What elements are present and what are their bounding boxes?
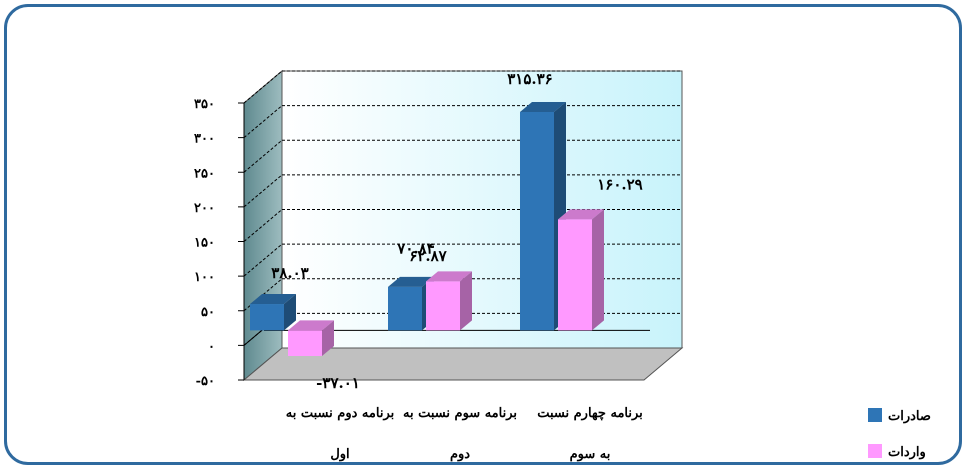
bar-front xyxy=(426,281,460,331)
bar-واردات-1 xyxy=(426,271,472,331)
bar-front xyxy=(558,219,592,331)
bar-صادرات-0 xyxy=(250,294,296,331)
data-label: ۱۶۰.۲۹ xyxy=(597,175,643,193)
data-label: ۳۱۵.۳۶ xyxy=(507,70,553,88)
y-tick-label: ۰ xyxy=(208,339,215,354)
legend: صادرات واردات xyxy=(868,408,931,460)
bar-side xyxy=(284,294,296,331)
bar-top xyxy=(250,294,296,305)
bar-واردات-2 xyxy=(558,209,604,331)
bar-side xyxy=(460,271,472,331)
bar-side xyxy=(322,320,334,357)
y-tick-label: ۳۰۰ xyxy=(194,132,215,147)
gridline xyxy=(243,209,283,242)
y-tick-label: ۲۵۰ xyxy=(194,166,215,181)
gridline xyxy=(243,243,283,277)
bar-top xyxy=(426,271,472,282)
data-label: ۶۲.۸۷ xyxy=(409,247,447,265)
category-label: اول xyxy=(330,447,349,462)
data-label: -۳۷.۰۱ xyxy=(316,374,360,392)
y-tick-label: ۲۰۰ xyxy=(194,201,215,216)
gridline xyxy=(243,174,283,208)
category-label: دوم xyxy=(450,447,470,462)
data-label: ۷۰.۸۴ xyxy=(396,239,434,257)
floor xyxy=(242,347,684,381)
legend-swatch xyxy=(868,444,882,458)
bar-top xyxy=(520,101,566,112)
y-tick-label: ۱۰۰ xyxy=(194,270,215,285)
category-label: برنامه سوم نسبت به xyxy=(403,406,517,421)
gridline xyxy=(243,278,283,312)
legend-label: واردات xyxy=(888,445,926,460)
gridline xyxy=(243,139,283,173)
bar-side xyxy=(592,209,604,331)
bar-واردات-0 xyxy=(288,320,334,357)
chart-frame xyxy=(4,4,962,465)
side-wall xyxy=(243,69,283,382)
category-label: برنامه دوم نسبت به xyxy=(286,406,395,421)
gridline xyxy=(243,105,283,139)
category-label: برنامه چهارم نسبت xyxy=(537,406,643,421)
data-label: ۳۸.۰۳ xyxy=(271,264,308,282)
bar-top xyxy=(288,320,334,331)
gridline xyxy=(243,70,283,104)
bar-top xyxy=(388,276,434,287)
y-tick-label: ۳۵۰ xyxy=(194,97,215,112)
legend-label: صادرات xyxy=(888,409,931,424)
bar-top xyxy=(558,209,604,220)
y-tick-label: -۵۰ xyxy=(196,374,215,389)
category-label: به سوم xyxy=(570,447,611,462)
bar-front xyxy=(288,330,322,357)
bar-front xyxy=(250,304,284,331)
y-tick-label: ۱۵۰ xyxy=(194,236,215,251)
bar-front xyxy=(520,111,554,331)
y-tick-label: ۵۰ xyxy=(201,305,215,320)
legend-swatch xyxy=(868,408,882,422)
bar-front xyxy=(388,286,422,331)
